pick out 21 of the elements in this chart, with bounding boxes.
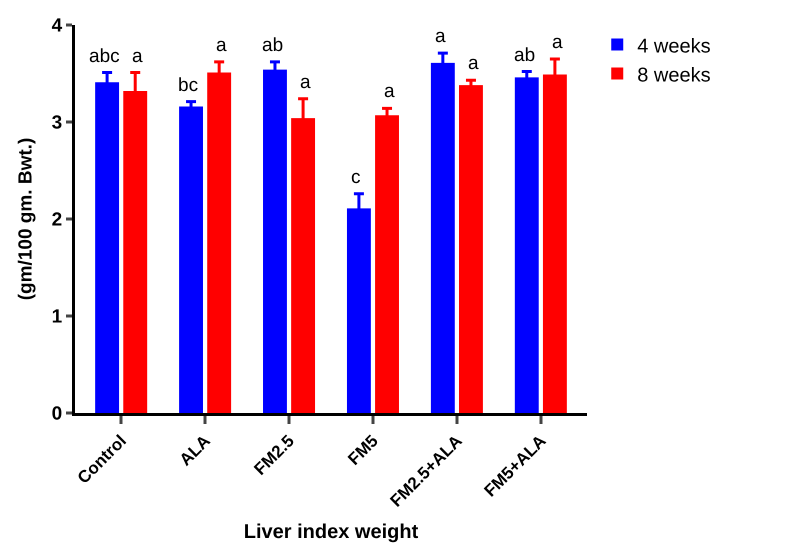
y-tick-label: 1 [52,306,63,328]
annotation: a [552,32,563,53]
y-tick-label: 0 [52,404,62,425]
annotation: a [384,81,395,102]
legend-label: 8 weeks [637,64,711,86]
y-tick-label: 2 [52,210,62,231]
annotation: ab [514,45,536,66]
y-tick-label: 4 [52,16,63,37]
annotation: c [351,167,360,188]
annotation: a [132,46,143,67]
annotation: a [300,72,311,93]
y-tick-label: 3 [52,112,62,134]
annotation: a [435,26,446,47]
annotation: ab [262,35,284,56]
annotation: abc [89,46,120,67]
y-axis-title: (gm/100 gm. Bwt.) [15,138,36,300]
annotation: a [216,35,227,56]
annotation: a [468,53,479,74]
x-axis-title: Liver index weight [244,521,419,544]
annotation: bc [178,75,198,96]
legend-label: 4 weeks [637,35,711,58]
